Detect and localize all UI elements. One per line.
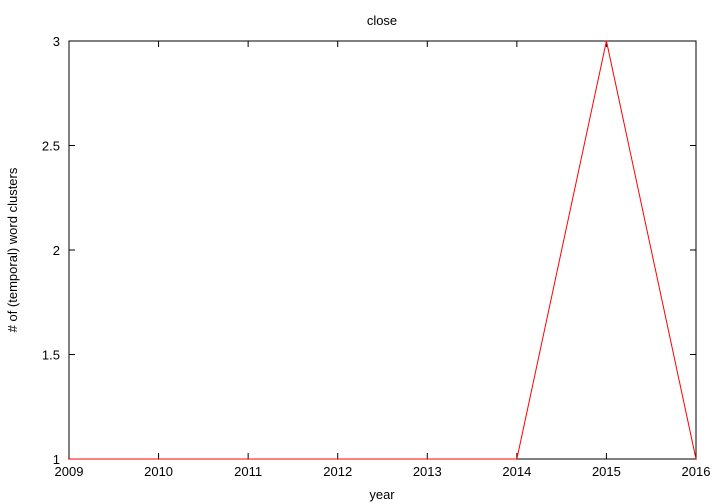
series-line [69,40,697,460]
data-point [605,40,608,42]
x-tick-label: 2015 [592,464,621,479]
data-point [247,458,249,460]
series-group [68,40,697,460]
x-tick-label: 2011 [234,464,262,479]
chart-title: close [367,13,397,28]
x-tick-label: 2009 [55,464,84,479]
data-point [426,458,429,460]
y-tick-label: 1.5 [42,348,60,363]
plot-frame [68,40,697,460]
data-point [68,458,70,460]
y-tick-label: 1 [53,452,60,467]
x-axis-label: year [369,487,395,502]
data-point [516,458,518,460]
y-axis-ticks: 1 1.5 2 2.5 3 [42,34,696,467]
x-tick-label: 2014 [502,464,531,479]
y-tick-label: 2.5 [42,139,60,154]
data-point [695,458,697,460]
y-axis-label: # of (temporal) word clusters [5,167,20,332]
x-tick-label: 2010 [144,464,173,479]
data-point [336,458,339,460]
y-tick-label: 2 [53,243,60,258]
x-tick-label: 2012 [323,464,352,479]
x-tick-label: 2016 [682,464,711,479]
data-point [157,458,160,460]
x-axis-ticks: 2009 2010 2011 2012 2013 2014 2015 2016 [55,41,711,479]
x-tick-label: 2013 [413,464,442,479]
y-tick-label: 3 [53,34,60,49]
